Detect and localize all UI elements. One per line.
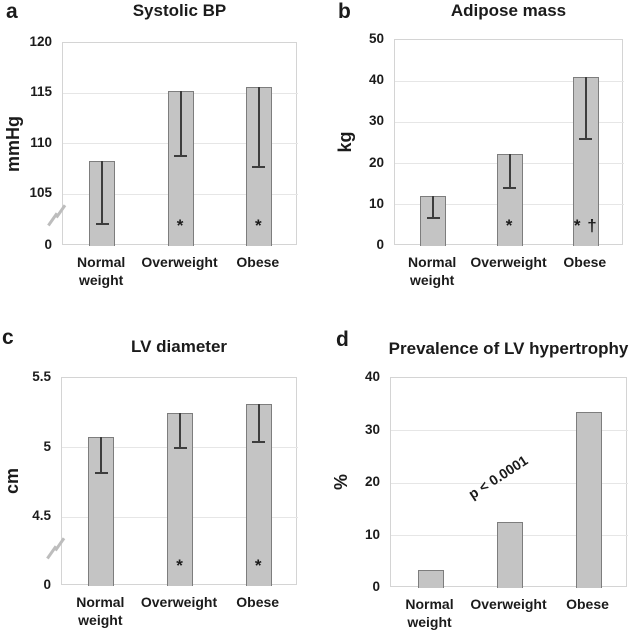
y-tick-label: 0 (43, 577, 51, 592)
bar-d-overweight (496, 522, 523, 588)
panel-letter-a: a (6, 0, 18, 23)
y-axis-label-b: kg (335, 131, 355, 153)
y-tick-label: 5.5 (32, 369, 51, 384)
plot-area-c: * * (61, 377, 298, 586)
significance-marker: * (176, 556, 184, 575)
y-tick-label: 20 (368, 154, 384, 170)
panel-letter-d: d (336, 328, 349, 351)
significance-marker: * (254, 556, 263, 575)
significance-marker: * (505, 216, 514, 235)
significance-marker: * † (573, 216, 598, 235)
x-tick-label-line: Normal (77, 254, 126, 270)
y-tick-label: 30 (368, 113, 384, 129)
error-bar-cap-a-normal-weight (95, 223, 109, 226)
error-bar-cap-b-overweight (503, 187, 516, 190)
x-tick-label: Overweight (130, 253, 230, 271)
error-bar-cap-a-overweight (174, 154, 187, 157)
x-tick-label-line: weight (78, 272, 124, 288)
x-tick-label: Obese (535, 253, 635, 271)
x-tick-label: Obese (538, 595, 638, 613)
y-tick-label: 30 (364, 421, 380, 437)
y-tick-label: 10 (368, 195, 384, 211)
y-tick-label: 110 (30, 134, 52, 150)
x-tick-label: Overweight (459, 253, 559, 271)
error-bar-b-normal-weight (432, 195, 435, 218)
x-tick-label-line: Overweight (470, 596, 547, 612)
y-tick-label: 115 (30, 84, 52, 100)
x-tick-label-line: Obese (236, 594, 280, 610)
x-tick-label-line: Obese (566, 596, 609, 612)
error-bar-cap-c-normal-weight (94, 471, 108, 474)
error-bar-c-normal-weight (100, 436, 103, 473)
x-tick-label-line: Obese (563, 254, 607, 270)
error-bar-b-overweight (508, 154, 511, 189)
x-tick-label-line: weight (78, 612, 123, 628)
significance-marker: * (176, 216, 185, 235)
panel-letter-c: c (2, 326, 14, 349)
y-tick-label: 0 (376, 237, 384, 252)
error-bar-a-overweight (179, 91, 182, 156)
error-bar-a-obese (257, 87, 260, 167)
x-tick-label: Overweight (129, 593, 229, 611)
x-tick-label-line: Overweight (140, 594, 218, 610)
y-tick-label: 50 (368, 31, 384, 46)
y-tick-label: 4.5 (32, 508, 51, 524)
bar-d-normal-weight (417, 569, 444, 588)
chart-title-d: Prevalence of LV hypertrophy (388, 339, 629, 358)
x-tick-label: Normal weight (51, 253, 151, 289)
gridline (391, 482, 628, 484)
chart-title-c: LV diameter (130, 337, 228, 356)
x-tick-label: Overweight (459, 595, 559, 613)
y-tick-label: 105 (29, 185, 52, 201)
p-value-annotation: p < 0.0001 (465, 451, 531, 502)
x-tick-label: Obese (208, 253, 308, 271)
error-bar-c-obese (257, 404, 260, 443)
y-tick-label: 5 (43, 438, 51, 454)
bar-d-obese (575, 412, 602, 588)
x-tick-label: Normal weight (50, 593, 150, 629)
error-bar-b-obese (584, 77, 587, 139)
y-tick-label: 20 (364, 474, 380, 489)
gridline (395, 121, 624, 123)
error-bar-cap-a-obese (252, 165, 266, 168)
x-tick-label-line: weight (407, 614, 452, 630)
y-tick-label: 120 (29, 34, 52, 49)
y-tick-label: 40 (368, 72, 384, 88)
x-tick-label-line: Normal (408, 254, 457, 270)
plot-area-a: * * (62, 42, 298, 246)
error-bar-cap-c-obese (252, 441, 266, 444)
chart-title-a: Systolic BP (132, 1, 227, 20)
error-bar-a-normal-weight (101, 160, 104, 225)
significance-marker: * (255, 216, 263, 235)
panel-letter-b: b (338, 0, 351, 23)
x-tick-label-line: Normal (405, 596, 454, 612)
gridline (395, 80, 624, 82)
x-tick-label: Obese (208, 593, 308, 611)
error-bar-c-overweight (179, 412, 181, 448)
x-tick-label-line: Overweight (470, 254, 547, 270)
chart-title-b: Adipose mass (450, 1, 567, 20)
x-tick-label-line: Obese (236, 254, 280, 270)
error-bar-cap-b-obese (579, 137, 593, 140)
gridline (391, 430, 628, 431)
error-bar-cap-c-overweight (173, 446, 187, 449)
y-tick-label: 40 (364, 369, 380, 384)
plot-area-d: p < 0.0001 (390, 377, 628, 588)
x-tick-label-line: Overweight (141, 254, 218, 270)
x-tick-label: Normal weight (382, 253, 482, 289)
y-tick-label: 0 (44, 237, 52, 252)
x-tick-label-line: Normal (76, 594, 125, 610)
x-tick-label: Normal weight (380, 595, 480, 631)
y-tick-label: 10 (364, 526, 380, 542)
y-tick-label: 0 (372, 579, 380, 594)
plot-area-b: * * † (394, 39, 624, 246)
x-tick-label-line: weight (409, 272, 455, 288)
error-bar-cap-b-normal-weight (426, 216, 440, 219)
bar-c-obese (245, 404, 272, 586)
